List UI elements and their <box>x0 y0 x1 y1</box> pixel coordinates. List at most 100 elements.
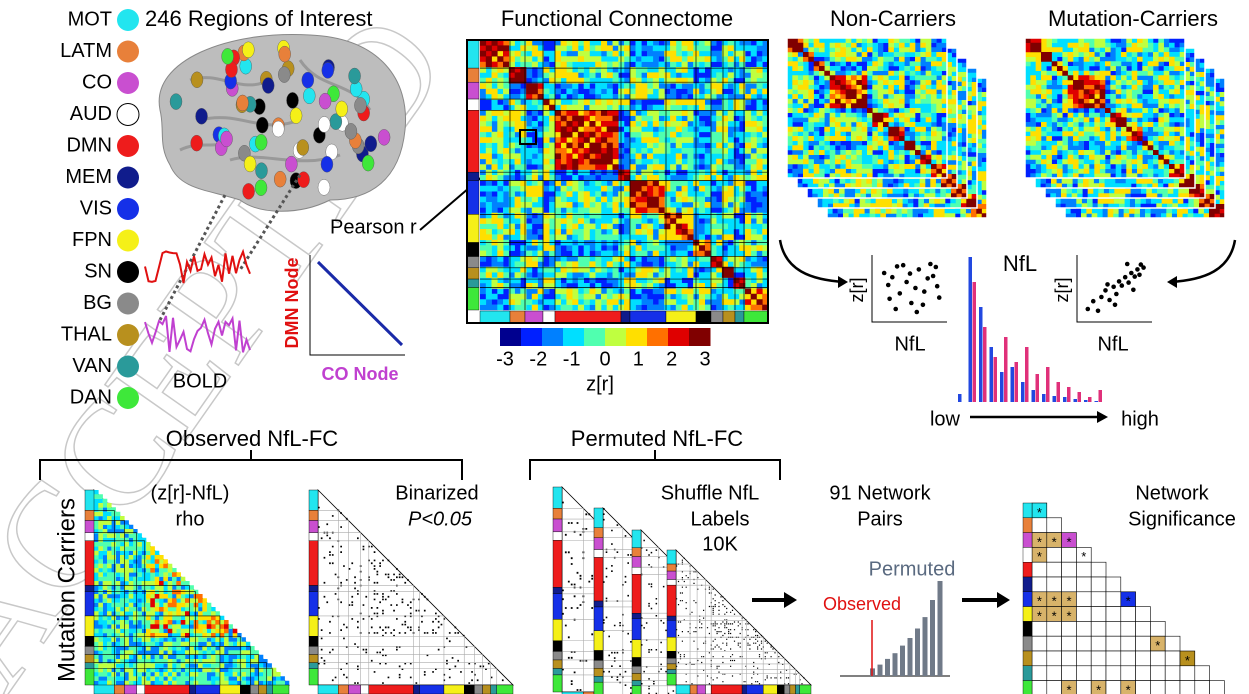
significance-cell <box>1121 621 1136 636</box>
pairs-title: Pairs <box>857 508 903 530</box>
network-strip <box>666 311 696 323</box>
roi-dot <box>318 116 330 132</box>
histogram-bar <box>1053 396 1057 402</box>
network-strip <box>667 580 676 586</box>
significance-cell <box>1062 621 1077 636</box>
colorbar-tick: 1 <box>633 348 644 370</box>
roi-dot <box>336 101 348 117</box>
network-strip <box>1023 666 1032 681</box>
network-strip <box>309 669 318 685</box>
significance-cell <box>1032 562 1047 577</box>
colorbar-segment <box>668 328 690 346</box>
permuted-bar <box>923 617 928 676</box>
network-strip <box>318 685 338 694</box>
significance-star: * <box>1066 682 1071 694</box>
network-strip <box>676 685 690 694</box>
significance-cell <box>1180 681 1195 694</box>
network-strip <box>594 538 603 550</box>
network-strip <box>667 616 676 620</box>
significance-cell <box>1032 651 1047 666</box>
significance-star: * <box>1126 682 1131 694</box>
network-strip <box>632 613 641 618</box>
network-strip <box>632 666 641 673</box>
network-strip <box>85 655 94 663</box>
significance-cell <box>1076 592 1091 607</box>
permuted-bar <box>915 629 920 677</box>
scatter-point <box>1132 274 1137 279</box>
scatter-point <box>1103 288 1108 293</box>
roi-dot <box>274 171 286 187</box>
scatter-x-label: NfL <box>894 333 925 355</box>
significance-cell <box>1062 562 1077 577</box>
network-strip <box>742 685 746 694</box>
significance-cell <box>1032 577 1047 592</box>
significance-cell <box>1076 666 1091 681</box>
histogram-bar <box>1084 400 1088 402</box>
significance-cell <box>1032 636 1047 651</box>
roi-dot <box>322 62 334 78</box>
network-strip <box>309 490 318 510</box>
connectome <box>467 40 768 323</box>
network-strip <box>369 685 414 694</box>
significance-cell <box>1047 562 1062 577</box>
scatter-point <box>937 295 942 300</box>
significance-cell <box>1121 636 1136 651</box>
significance-cell <box>1106 681 1121 694</box>
network-strip <box>594 550 603 558</box>
network-strip <box>632 619 641 640</box>
network-strip <box>667 670 676 674</box>
roi-dot <box>243 183 255 199</box>
network-strip <box>594 676 603 682</box>
scatter-point <box>893 307 898 312</box>
significance-cell <box>1210 681 1225 694</box>
roi-dot <box>272 121 284 137</box>
significance-cell <box>1076 636 1091 651</box>
network-strip <box>594 631 603 651</box>
colorbar-segment <box>647 328 669 346</box>
network-strip <box>309 663 318 669</box>
significance-cell <box>1136 651 1151 666</box>
histogram-bar <box>1074 399 1078 402</box>
roi-dot <box>196 108 208 124</box>
network-strip <box>790 685 796 694</box>
network-strip <box>467 288 479 311</box>
network-strip <box>667 564 676 571</box>
legend-label: VIS <box>80 197 112 219</box>
scatter-point <box>931 274 936 279</box>
legend-label: DMN <box>66 134 112 156</box>
roi-dot <box>378 129 390 145</box>
legend-dot <box>117 387 139 409</box>
network-strip <box>348 685 360 694</box>
network-strip <box>594 668 603 676</box>
network-strip <box>1023 518 1032 533</box>
network-strip <box>467 68 479 82</box>
significance-cell <box>1076 577 1091 592</box>
roi-dot <box>221 131 233 147</box>
network-strip <box>632 567 641 574</box>
legend-label: FPN <box>72 229 112 251</box>
network-strip <box>735 311 744 323</box>
histogram-bar <box>1032 390 1036 402</box>
roi-dot <box>285 156 297 172</box>
scatter-point <box>913 286 918 291</box>
legend-label: SN <box>84 260 112 282</box>
significance-cell <box>1195 666 1210 681</box>
histogram-bar <box>1036 374 1040 402</box>
network-strip <box>1023 577 1032 592</box>
colorbar-segment <box>605 328 627 346</box>
colorbar-tick: 2 <box>666 348 677 370</box>
legend-dot <box>117 41 139 63</box>
scatter-point <box>1131 288 1136 293</box>
significance-cell <box>1121 651 1136 666</box>
significance-cell <box>1047 666 1062 681</box>
colorbar-segment <box>500 328 522 346</box>
network-strip <box>632 681 641 686</box>
network-strip <box>763 685 777 694</box>
legend-label: LATM <box>60 40 112 62</box>
histogram-bar <box>969 257 973 402</box>
network-strip <box>632 548 641 557</box>
significance-cell <box>1062 651 1077 666</box>
network-strip <box>632 640 641 658</box>
significance-cell <box>1106 607 1121 622</box>
roi-dot <box>255 134 267 150</box>
